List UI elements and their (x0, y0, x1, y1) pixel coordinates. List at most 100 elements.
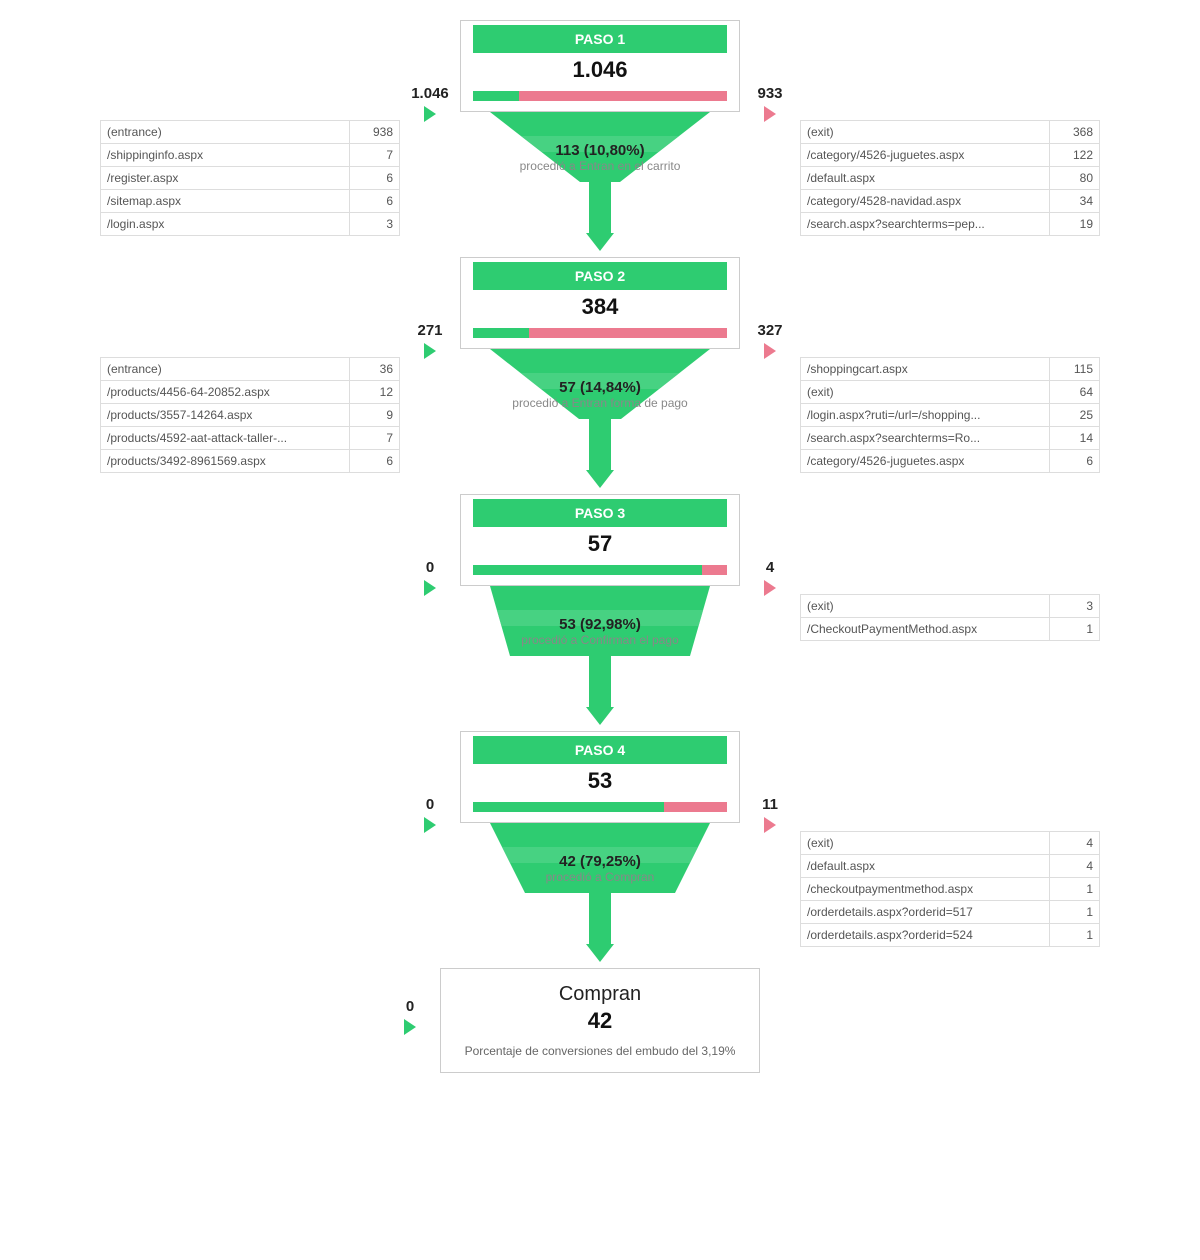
in-column: 0 (400, 731, 460, 833)
path-cell: /products/3492-8961569.aspx (101, 450, 350, 473)
table-row: /default.aspx80 (801, 167, 1100, 190)
out-value: 4 (766, 559, 774, 576)
entrance-table-step1-table: (entrance)938/shippinginfo.aspx7/registe… (100, 120, 400, 236)
path-cell: /checkoutpaymentmethod.aspx (801, 878, 1050, 901)
table-row: /login.aspx3 (101, 213, 400, 236)
path-cell: /search.aspx?searchterms=pep... (801, 213, 1050, 236)
path-cell: /search.aspx?searchterms=Ro... (801, 427, 1050, 450)
step-center: PASO 2384 57 (14,84%)procedió a Entran fo… (460, 257, 740, 494)
step-box: PASO 11.046 (460, 20, 740, 112)
path-cell: /products/4456-64-20852.aspx (101, 381, 350, 404)
out-arrow-icon (764, 580, 776, 596)
table-row: /products/4456-64-20852.aspx12 (101, 381, 400, 404)
path-cell: (entrance) (101, 121, 350, 144)
table-row: /products/3557-14264.aspx9 (101, 404, 400, 427)
funnel-final: 0Compran42Porcentaje de conversiones del… (80, 968, 1120, 1073)
out-value: 11 (762, 796, 778, 813)
table-row: /shoppingcart.aspx115 (801, 358, 1100, 381)
path-cell: (exit) (801, 595, 1050, 618)
count-cell: 6 (350, 190, 400, 213)
step-bar (473, 802, 727, 812)
in-column: 1.046 (400, 20, 460, 122)
out-value: 933 (757, 85, 782, 102)
count-cell: 1 (1050, 878, 1100, 901)
count-cell: 115 (1050, 358, 1100, 381)
path-cell: /category/4528-navidad.aspx (801, 190, 1050, 213)
count-cell: 4 (1050, 832, 1100, 855)
out-column: 327 (740, 257, 800, 359)
table-row: /checkoutpaymentmethod.aspx1 (801, 878, 1100, 901)
funnel-step-2: (entrance)36/products/4456-64-20852.aspx… (100, 257, 1100, 494)
step-box: PASO 357 (460, 494, 740, 586)
table-row: (entrance)36 (101, 358, 400, 381)
count-cell: 12 (350, 381, 400, 404)
bar-green (473, 565, 702, 575)
path-cell: /shoppingcart.aspx (801, 358, 1050, 381)
table-row: /search.aspx?searchterms=pep...19 (801, 213, 1100, 236)
step-box: PASO 453 (460, 731, 740, 823)
count-cell: 122 (1050, 144, 1100, 167)
down-arrow-icon (586, 470, 614, 488)
table-row: /CheckoutPaymentMethod.aspx1 (801, 618, 1100, 641)
table-row: (exit)4 (801, 832, 1100, 855)
path-cell: (exit) (801, 832, 1050, 855)
count-cell: 1 (1050, 618, 1100, 641)
exit-table-step4: (exit)4/default.aspx4/checkoutpaymentmet… (800, 731, 1100, 947)
step-label: PASO 2 (473, 262, 727, 290)
table-row: /sitemap.aspx6 (101, 190, 400, 213)
in-value: 0 (426, 796, 434, 813)
path-cell: /register.aspx (101, 167, 350, 190)
bar-red (519, 91, 727, 101)
path-cell: /login.aspx?ruti=/url=/shopping... (801, 404, 1050, 427)
final-box: Compran42Porcentaje de conversiones del … (440, 968, 760, 1073)
path-cell: /orderdetails.aspx?orderid=524 (801, 924, 1050, 947)
table-row: /shippinginfo.aspx7 (101, 144, 400, 167)
step-label: PASO 3 (473, 499, 727, 527)
table-row: /category/4528-navidad.aspx34 (801, 190, 1100, 213)
exit-table-step3: (exit)3/CheckoutPaymentMethod.aspx1 (800, 494, 1100, 641)
proceed-label: 57 (14,84%)procedió a Entran forma de pa… (512, 379, 687, 410)
funnel-step-1: (entrance)938/shippinginfo.aspx7/registe… (100, 20, 1100, 257)
step-total: 53 (461, 764, 739, 802)
step-total: 1.046 (461, 53, 739, 91)
in-arrow-icon (424, 343, 436, 359)
final-subtitle: Porcentaje de conversiones del embudo de… (451, 1044, 749, 1058)
count-cell: 7 (350, 427, 400, 450)
in-arrow-icon (424, 817, 436, 833)
table-row: /category/4526-juguetes.aspx122 (801, 144, 1100, 167)
exit-table-step3-table: (exit)3/CheckoutPaymentMethod.aspx1 (800, 594, 1100, 641)
bar-red (529, 328, 727, 338)
final-in-column: 0 (380, 968, 440, 1035)
bar-red (702, 565, 727, 575)
count-cell: 6 (350, 167, 400, 190)
table-row: (exit)3 (801, 595, 1100, 618)
in-value: 271 (417, 322, 442, 339)
bar-red (664, 802, 728, 812)
step-center: PASO 357 53 (92,98%)procedió a Confirman … (460, 494, 740, 731)
path-cell: /products/4592-aat-attack-taller-... (101, 427, 350, 450)
step-box: PASO 2384 (460, 257, 740, 349)
down-arrow-icon (586, 233, 614, 251)
table-row: /register.aspx6 (101, 167, 400, 190)
table-row: /orderdetails.aspx?orderid=5241 (801, 924, 1100, 947)
table-row: /default.aspx4 (801, 855, 1100, 878)
path-cell: (entrance) (101, 358, 350, 381)
count-cell: 368 (1050, 121, 1100, 144)
down-arrow-icon (586, 707, 614, 725)
path-cell: /orderdetails.aspx?orderid=517 (801, 901, 1050, 924)
out-column: 933 (740, 20, 800, 122)
in-value: 0 (426, 559, 434, 576)
exit-table-step2: /shoppingcart.aspx115(exit)64/login.aspx… (800, 257, 1100, 473)
proceed-label: 53 (92,98%)procedió a Confirman el pago (521, 616, 678, 647)
entrance-table-step4 (100, 731, 400, 831)
path-cell: /sitemap.aspx (101, 190, 350, 213)
step-center: PASO 11.046113 (10,80%)procedió a Entran… (460, 20, 740, 257)
proceed-text: procedió a Confirman el pago (521, 633, 678, 647)
out-arrow-icon (764, 817, 776, 833)
final-title: Compran (451, 983, 749, 1006)
proceed-text: procedió a Entran en el carrito (520, 159, 681, 173)
count-cell: 14 (1050, 427, 1100, 450)
proceed-text: procedió a Entran forma de pago (512, 396, 687, 410)
path-cell: /category/4526-juguetes.aspx (801, 450, 1050, 473)
count-cell: 36 (350, 358, 400, 381)
